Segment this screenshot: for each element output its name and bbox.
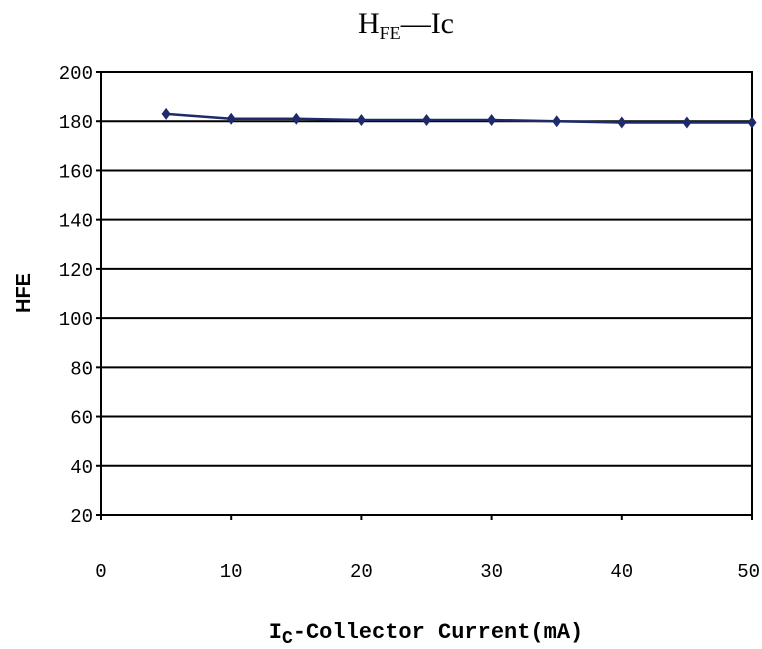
gridlines [101,71,752,516]
y-tick-label: 60 [70,408,93,430]
y-tick-label: 120 [59,260,93,282]
data-point [356,113,366,126]
y-tick-label: 140 [59,211,93,233]
plot-area [100,71,753,516]
y-tick-label: 80 [70,358,93,380]
data-point [747,116,757,129]
x-axis-ticks: 0 10 20 30 40 50 [95,515,760,583]
x-tick-label: 20 [350,561,373,583]
series-line [166,112,752,124]
y-axis-label: HFE [13,273,35,313]
y-tick-label: 20 [70,506,93,528]
x-tick-label: 10 [220,561,243,583]
data-point [682,116,692,129]
chart-title: HFE—Ic [358,7,454,43]
data-point [226,112,236,125]
data-point [291,112,301,125]
data-series [161,107,757,129]
y-tick-label: 40 [70,457,93,479]
y-axis-ticks: 20 40 60 80 100 120 140 160 180 200 [59,63,101,528]
y-tick-label: 160 [59,161,93,183]
x-tick-label: 50 [737,561,760,583]
x-tick-label: 0 [95,561,106,583]
y-tick-label: 180 [59,112,93,134]
data-point [422,113,431,126]
data-point [552,115,562,128]
x-tick-label: 30 [480,561,503,583]
x-axis-label: IC-Collector Current(mA) [269,620,583,649]
x-tick-label: 40 [610,561,633,583]
data-point [617,116,627,129]
y-tick-label: 200 [59,63,93,85]
y-tick-label: 100 [59,309,93,331]
data-point [161,107,171,120]
data-point [487,113,497,126]
